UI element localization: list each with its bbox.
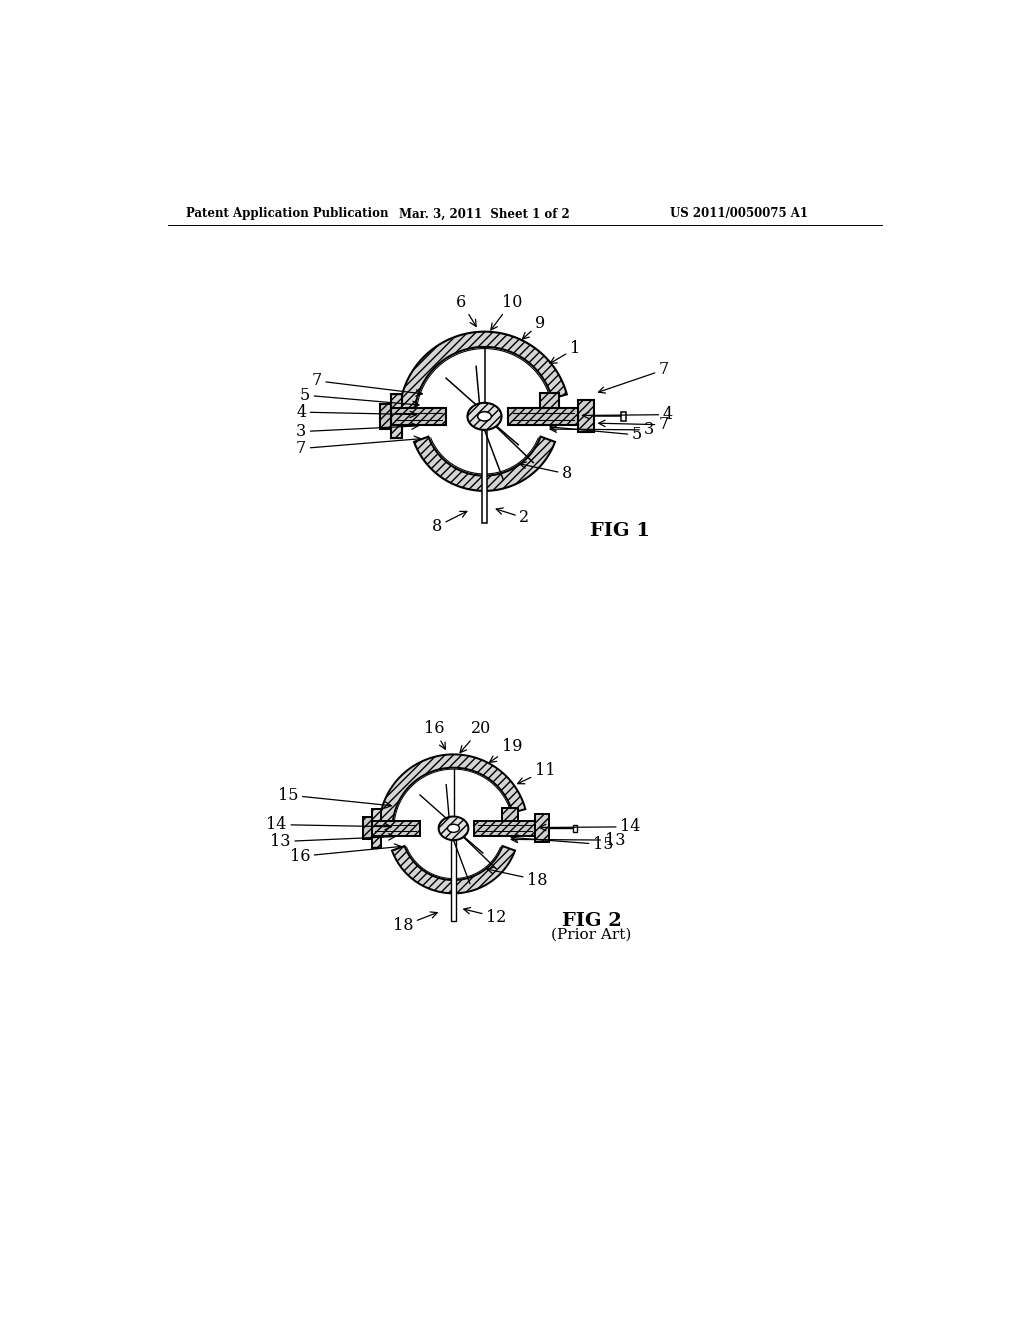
Text: 18: 18 bbox=[487, 867, 548, 888]
Text: 2: 2 bbox=[497, 508, 529, 527]
Text: FIG 2: FIG 2 bbox=[561, 912, 622, 929]
Polygon shape bbox=[414, 437, 555, 491]
Text: 3: 3 bbox=[550, 421, 653, 438]
Ellipse shape bbox=[467, 403, 502, 430]
Text: 10: 10 bbox=[490, 293, 522, 330]
Bar bbox=[536, 814, 549, 842]
Ellipse shape bbox=[438, 817, 468, 840]
Text: 4: 4 bbox=[296, 404, 417, 421]
Bar bbox=[372, 809, 381, 847]
Text: 7: 7 bbox=[599, 416, 669, 433]
Text: 4: 4 bbox=[583, 407, 673, 424]
Bar bbox=[474, 821, 536, 836]
Bar bbox=[372, 821, 420, 836]
Text: 16: 16 bbox=[424, 719, 445, 750]
Text: 13: 13 bbox=[511, 832, 625, 849]
Text: Patent Application Publication: Patent Application Publication bbox=[186, 207, 389, 220]
Text: 15: 15 bbox=[278, 787, 391, 808]
Text: 8: 8 bbox=[519, 462, 572, 482]
Text: 19: 19 bbox=[489, 738, 522, 763]
Polygon shape bbox=[399, 331, 567, 411]
Bar bbox=[452, 840, 456, 921]
Ellipse shape bbox=[477, 412, 492, 421]
Bar bbox=[572, 825, 577, 832]
Text: 5: 5 bbox=[300, 387, 419, 408]
Polygon shape bbox=[379, 755, 525, 822]
Bar bbox=[481, 430, 487, 523]
Ellipse shape bbox=[447, 824, 460, 833]
Text: US 2011/0050075 A1: US 2011/0050075 A1 bbox=[671, 207, 809, 220]
Text: 18: 18 bbox=[392, 912, 437, 935]
Bar bbox=[579, 400, 594, 433]
Bar bbox=[391, 408, 446, 425]
Text: 14: 14 bbox=[266, 816, 391, 833]
Text: 7: 7 bbox=[296, 436, 421, 457]
Text: 6: 6 bbox=[456, 293, 476, 326]
Text: 3: 3 bbox=[296, 422, 418, 440]
Bar bbox=[621, 412, 626, 421]
Text: 1: 1 bbox=[550, 341, 580, 363]
Bar bbox=[391, 395, 401, 438]
Polygon shape bbox=[392, 846, 515, 894]
Text: (Prior Art): (Prior Art) bbox=[551, 928, 632, 941]
Text: Mar. 3, 2011  Sheet 1 of 2: Mar. 3, 2011 Sheet 1 of 2 bbox=[399, 207, 570, 220]
Text: 16: 16 bbox=[290, 843, 401, 865]
Bar bbox=[502, 808, 518, 829]
Bar bbox=[381, 404, 391, 429]
Text: 12: 12 bbox=[464, 908, 507, 925]
Bar bbox=[540, 392, 559, 416]
Text: 5: 5 bbox=[550, 424, 642, 444]
Text: 8: 8 bbox=[432, 511, 467, 535]
Text: 20: 20 bbox=[460, 719, 490, 752]
Text: 7: 7 bbox=[598, 362, 669, 393]
Text: 11: 11 bbox=[518, 762, 555, 784]
Text: 15: 15 bbox=[511, 834, 613, 853]
Text: 9: 9 bbox=[522, 314, 545, 339]
Bar bbox=[508, 408, 579, 425]
Bar bbox=[362, 817, 372, 840]
Text: FIG 1: FIG 1 bbox=[590, 521, 650, 540]
Text: 13: 13 bbox=[270, 833, 395, 850]
Text: 14: 14 bbox=[540, 818, 640, 836]
Text: 7: 7 bbox=[311, 372, 422, 396]
